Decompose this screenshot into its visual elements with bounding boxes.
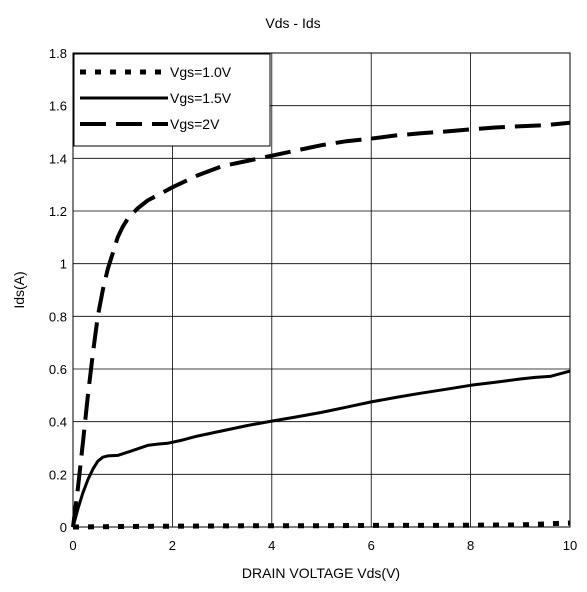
x-tick-labels: 0 2 4 6 8 10 <box>69 538 577 553</box>
series-line-1 <box>72 520 571 530</box>
legend-label-2: Vgs=1.5V <box>170 90 232 106</box>
y-tick-label: 0.6 <box>49 362 67 377</box>
series-layer <box>71 120 571 530</box>
y-tick-label: 0.4 <box>49 415 67 430</box>
chart-title: Vds - Ids <box>265 15 320 31</box>
x-tick-label: 2 <box>169 538 176 553</box>
x-tick-label: 10 <box>563 538 577 553</box>
y-tick-label: 1.6 <box>49 99 67 114</box>
legend-label-3: Vgs=2V <box>170 116 220 132</box>
y-tick-label: 0.8 <box>49 309 67 324</box>
x-tick-label: 4 <box>268 538 275 553</box>
x-tick-label: 8 <box>467 538 474 553</box>
x-axis-label: DRAIN VOLTAGE Vds(V) <box>242 565 400 581</box>
x-tick-label: 6 <box>368 538 375 553</box>
y-tick-label: 1.4 <box>49 151 67 166</box>
y-axis-label: Ids(A) <box>11 271 27 308</box>
plot-area-frame <box>72 52 571 528</box>
legend: Vgs=1.0V Vgs=1.5V Vgs=2V <box>73 53 271 147</box>
legend-box <box>73 53 271 147</box>
legend-label-1: Vgs=1.0V <box>170 64 232 80</box>
y-tick-labels: 0 0.2 0.4 0.6 0.8 1 1.2 1.4 1.6 1.8 <box>49 46 67 535</box>
series-line-3 <box>71 120 571 528</box>
y-tick-label: 1.8 <box>49 46 67 61</box>
series-line-2 <box>71 369 571 528</box>
x-tick-label: 0 <box>69 538 76 553</box>
y-tick-label: 1.2 <box>49 204 67 219</box>
y-tick-label: 0 <box>60 520 67 535</box>
y-tick-label: 0.2 <box>49 467 67 482</box>
y-tick-label: 1 <box>60 257 67 272</box>
